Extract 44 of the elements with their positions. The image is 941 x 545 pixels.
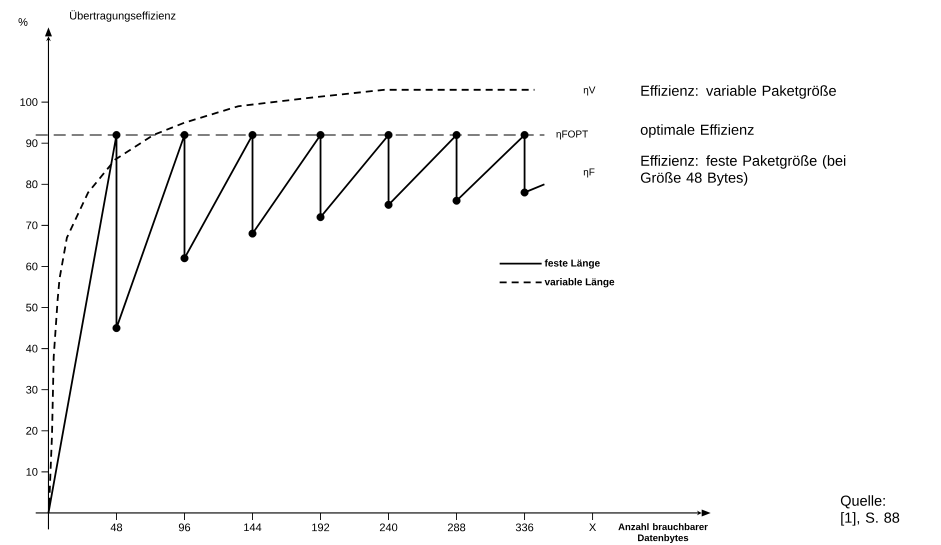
point [452, 130, 461, 139]
y-tick-label: 20 [26, 426, 38, 435]
point [452, 196, 461, 205]
x-tick-label: 288 [448, 523, 466, 532]
point [316, 213, 325, 222]
y-axis-title: % [18, 18, 28, 26]
annotation: ηF [584, 168, 594, 178]
point [112, 130, 120, 139]
source-note: Quelle: [1], S. 88 [840, 495, 900, 526]
x-tick-label: X [589, 523, 596, 532]
point [248, 230, 257, 238]
chart-title: Übertragungseffizienz [70, 10, 176, 22]
x-tick-label: 240 [380, 523, 398, 532]
y-tick-label: 30 [26, 386, 38, 394]
point [248, 130, 257, 139]
annotation: ηV [584, 86, 596, 96]
point [384, 200, 393, 209]
point [520, 188, 529, 197]
y-tick-label: 10 [26, 468, 38, 476]
x-tick-label: 48 [110, 523, 122, 532]
point [384, 130, 393, 139]
point [316, 130, 325, 139]
point [520, 130, 529, 139]
y-tick-label: 60 [26, 262, 38, 270]
y-tick-label: 90 [26, 139, 38, 148]
point [180, 130, 188, 139]
x-axis-title: Anzahl brauchbarer Datenbytes [618, 523, 708, 544]
legend-label: feste Länge [544, 259, 600, 269]
x-tick-label: 144 [244, 523, 262, 532]
y-tick-label: 70 [26, 221, 38, 230]
y-tick-label: 80 [26, 180, 38, 188]
ref-line-label: ηFOPT [556, 130, 588, 140]
annotation: Effizienz: feste Paketgröße (bei Größe 48 Bytes) [640, 155, 846, 186]
x-tick-label: 192 [312, 523, 330, 532]
annotation: optimale Effizienz [640, 124, 754, 138]
y-tick-label: 100 [20, 98, 38, 106]
y-tick-label: 50 [26, 304, 38, 312]
point [180, 254, 188, 262]
point [112, 324, 120, 332]
x-tick-label: 96 [178, 523, 190, 532]
annotation: Effizienz: variable Paketgröße [641, 85, 836, 99]
x-tick-label: 336 [516, 523, 534, 532]
y-tick-label: 40 [26, 344, 38, 353]
legend-label: variable Länge [544, 278, 614, 288]
